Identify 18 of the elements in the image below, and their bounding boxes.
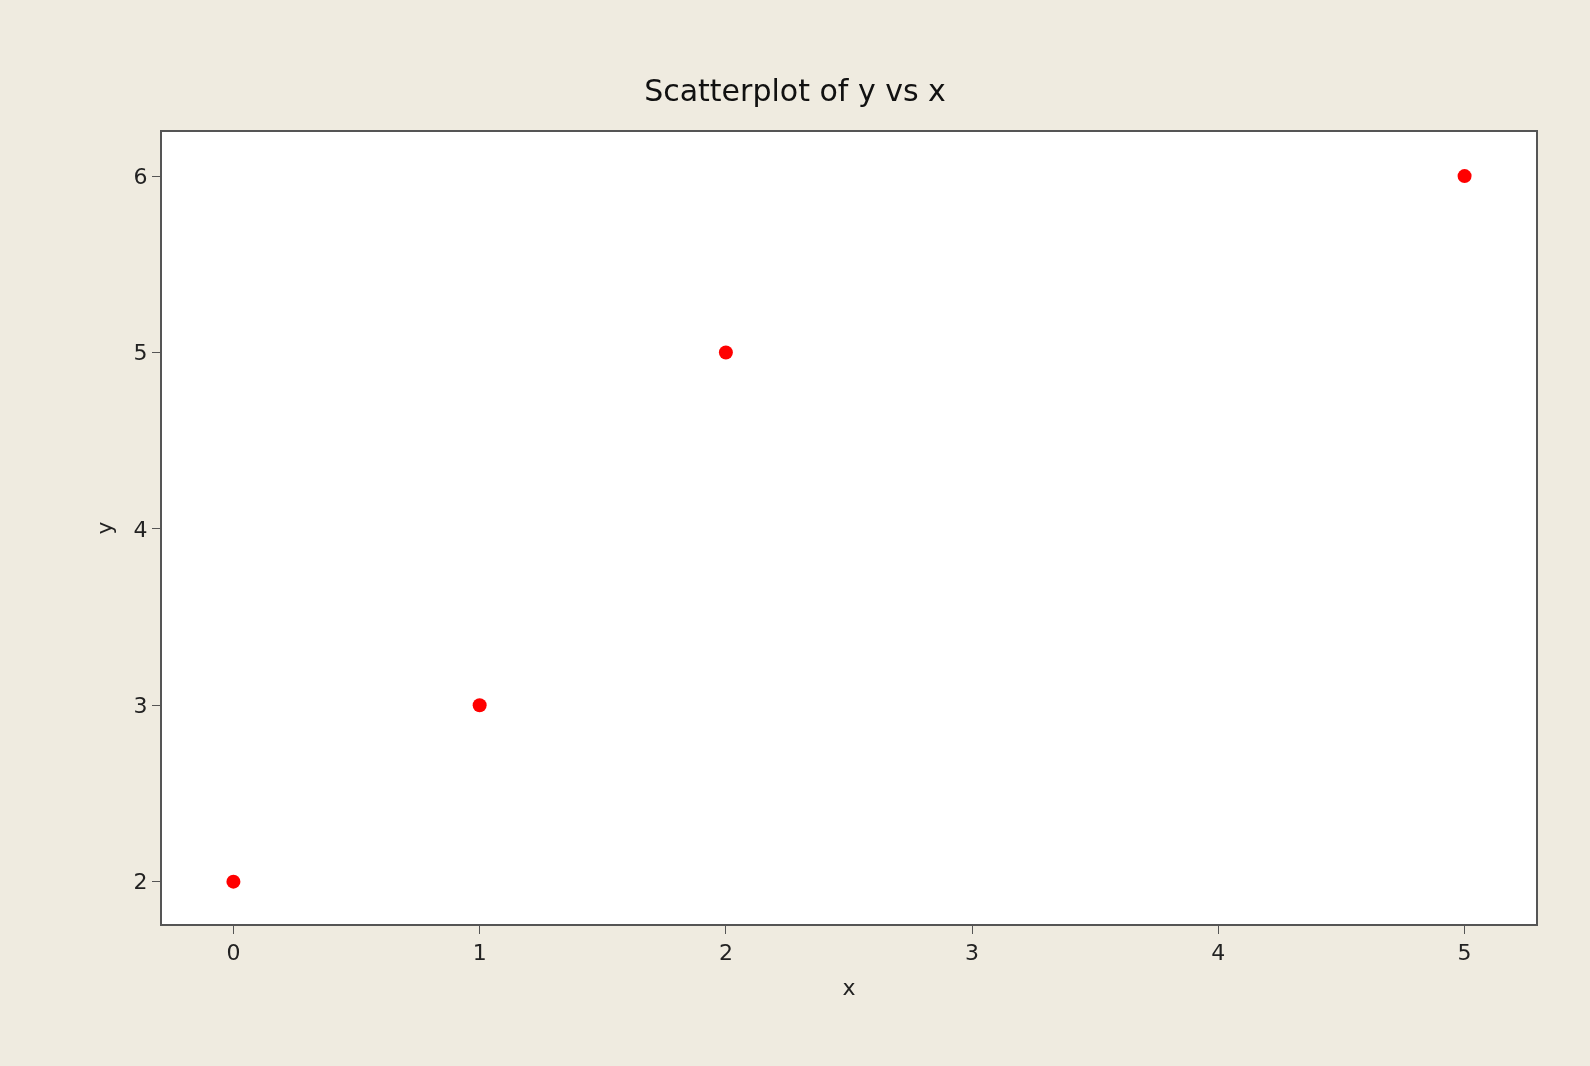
x-tick-label: 0 [226,940,241,966]
chart-title: Scatterplot of y vs x [644,72,946,108]
x-tick-label: 4 [1211,940,1226,966]
x-tick-label: 1 [472,940,487,966]
point [226,874,241,889]
point [472,698,487,713]
y-tick-label: 2 [133,869,148,895]
point [718,345,733,360]
point [1457,169,1472,184]
x-tick-label: 5 [1457,940,1472,966]
y-tick-label: 5 [133,340,148,366]
y-tick-label: 3 [133,692,148,718]
x-tick-label: 2 [718,940,733,966]
x-axis-title: x [842,974,856,1000]
y-tick-label: 4 [133,516,148,542]
y-tick-label: 6 [133,163,148,189]
y-axis-title: y [91,521,117,535]
x-tick-label: 3 [965,940,980,966]
